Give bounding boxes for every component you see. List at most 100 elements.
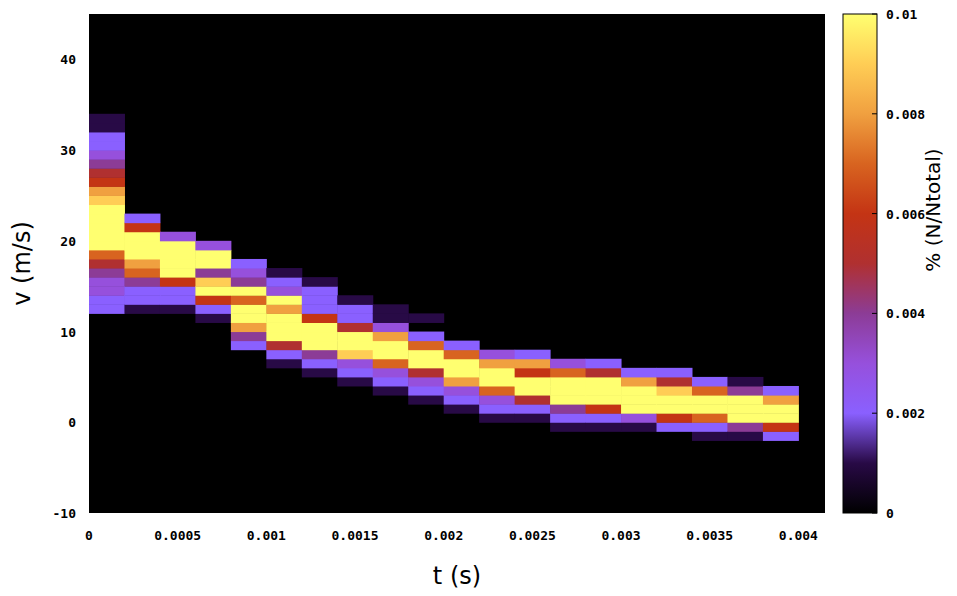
- heat-cell: [89, 123, 125, 133]
- heat-cell: [337, 313, 373, 323]
- heat-cell: [373, 359, 409, 369]
- heat-cell: [479, 350, 515, 360]
- heat-cell: [89, 159, 125, 169]
- x-tick-label: 0.0025: [509, 528, 556, 543]
- heat-cell: [160, 232, 196, 242]
- heat-cell: [302, 277, 338, 287]
- heat-cell: [89, 205, 125, 215]
- heat-cell: [302, 286, 338, 296]
- heat-cell: [515, 404, 551, 414]
- heat-cell: [408, 368, 444, 378]
- heat-cell: [160, 295, 196, 305]
- heat-cell: [160, 268, 196, 278]
- x-tick-label: 0.0005: [154, 528, 201, 543]
- heat-cell: [586, 422, 622, 432]
- heat-cell: [408, 313, 444, 323]
- heat-cell: [302, 341, 338, 351]
- x-tick-label: 0.001: [247, 528, 286, 543]
- heat-cell: [373, 322, 409, 332]
- heat-cell: [727, 377, 763, 387]
- y-tick-label: 20: [60, 234, 76, 249]
- plot-area: [89, 14, 825, 513]
- heat-cell: [586, 386, 622, 396]
- heat-cell: [657, 368, 693, 378]
- colorbar-tick-label: 0.008: [886, 107, 925, 122]
- heat-cell: [89, 259, 125, 269]
- heat-cell: [515, 413, 551, 423]
- heat-cell: [444, 350, 480, 360]
- heat-cell: [231, 304, 267, 314]
- heat-cell: [444, 386, 480, 396]
- heat-cell: [444, 359, 480, 369]
- heat-cell: [586, 368, 622, 378]
- heat-cell: [515, 377, 551, 387]
- heat-cell: [621, 386, 657, 396]
- y-axis-title: v (m/s): [8, 221, 36, 306]
- heat-cell: [231, 259, 267, 269]
- heat-cell: [763, 386, 799, 396]
- heat-cell: [195, 259, 231, 269]
- heat-cell: [89, 250, 125, 260]
- heat-cell: [160, 277, 196, 287]
- colorbar-tick-label: 0.01: [886, 7, 917, 22]
- x-tick-label: 0.002: [424, 528, 463, 543]
- colorbar-tick: [872, 213, 877, 214]
- heat-cell: [89, 150, 125, 160]
- heat-cell: [727, 404, 763, 414]
- heat-cell: [408, 359, 444, 369]
- colorbar-tick: [872, 313, 877, 314]
- heat-cell: [302, 350, 338, 360]
- heat-cell: [124, 214, 160, 224]
- heat-cell: [657, 413, 693, 423]
- heat-cell: [408, 386, 444, 396]
- colorbar-tick-label: 0.006: [886, 207, 925, 222]
- heat-cell: [586, 395, 622, 405]
- heat-cell: [302, 359, 338, 369]
- heat-cell: [444, 395, 480, 405]
- heat-cell: [195, 304, 231, 314]
- heat-cell: [302, 322, 338, 332]
- heat-cell: [195, 241, 231, 251]
- heat-cell: [692, 422, 728, 432]
- heat-cell: [266, 332, 302, 342]
- colorbar-tick: [872, 513, 877, 514]
- heat-cell: [657, 377, 693, 387]
- heat-cell: [266, 350, 302, 360]
- heat-cell: [515, 386, 551, 396]
- heat-cell: [621, 413, 657, 423]
- heat-cell: [408, 377, 444, 387]
- heat-cell: [373, 313, 409, 323]
- heat-cell: [550, 395, 586, 405]
- y-tick-label: -10: [53, 506, 77, 521]
- heat-cell: [444, 404, 480, 414]
- heat-cell: [586, 404, 622, 414]
- heat-cell: [337, 332, 373, 342]
- heat-cell: [550, 404, 586, 414]
- heat-cell: [195, 286, 231, 296]
- x-axis-title: t (s): [433, 562, 481, 590]
- heat-cell: [763, 431, 799, 441]
- y-tick-label: 10: [60, 325, 76, 340]
- heat-cell: [657, 395, 693, 405]
- heat-cell: [692, 386, 728, 396]
- heat-cell: [337, 322, 373, 332]
- heat-cell: [231, 286, 267, 296]
- heat-cell: [89, 214, 125, 224]
- heat-cell: [89, 132, 125, 142]
- heat-cell: [195, 268, 231, 278]
- heat-cell: [373, 350, 409, 360]
- heat-cell: [692, 431, 728, 441]
- heat-cell: [124, 304, 160, 314]
- heat-cell: [692, 413, 728, 423]
- heat-cell: [444, 377, 480, 387]
- heat-cell: [550, 368, 586, 378]
- heat-cell: [124, 241, 160, 251]
- heat-cell: [160, 250, 196, 260]
- colorbar-tick-label: 0: [886, 506, 894, 521]
- heat-cell: [266, 304, 302, 314]
- heat-cell: [621, 377, 657, 387]
- x-tick-label: 0.004: [779, 528, 818, 543]
- heat-cell: [550, 359, 586, 369]
- heat-cell: [550, 422, 586, 432]
- heat-cell: [337, 304, 373, 314]
